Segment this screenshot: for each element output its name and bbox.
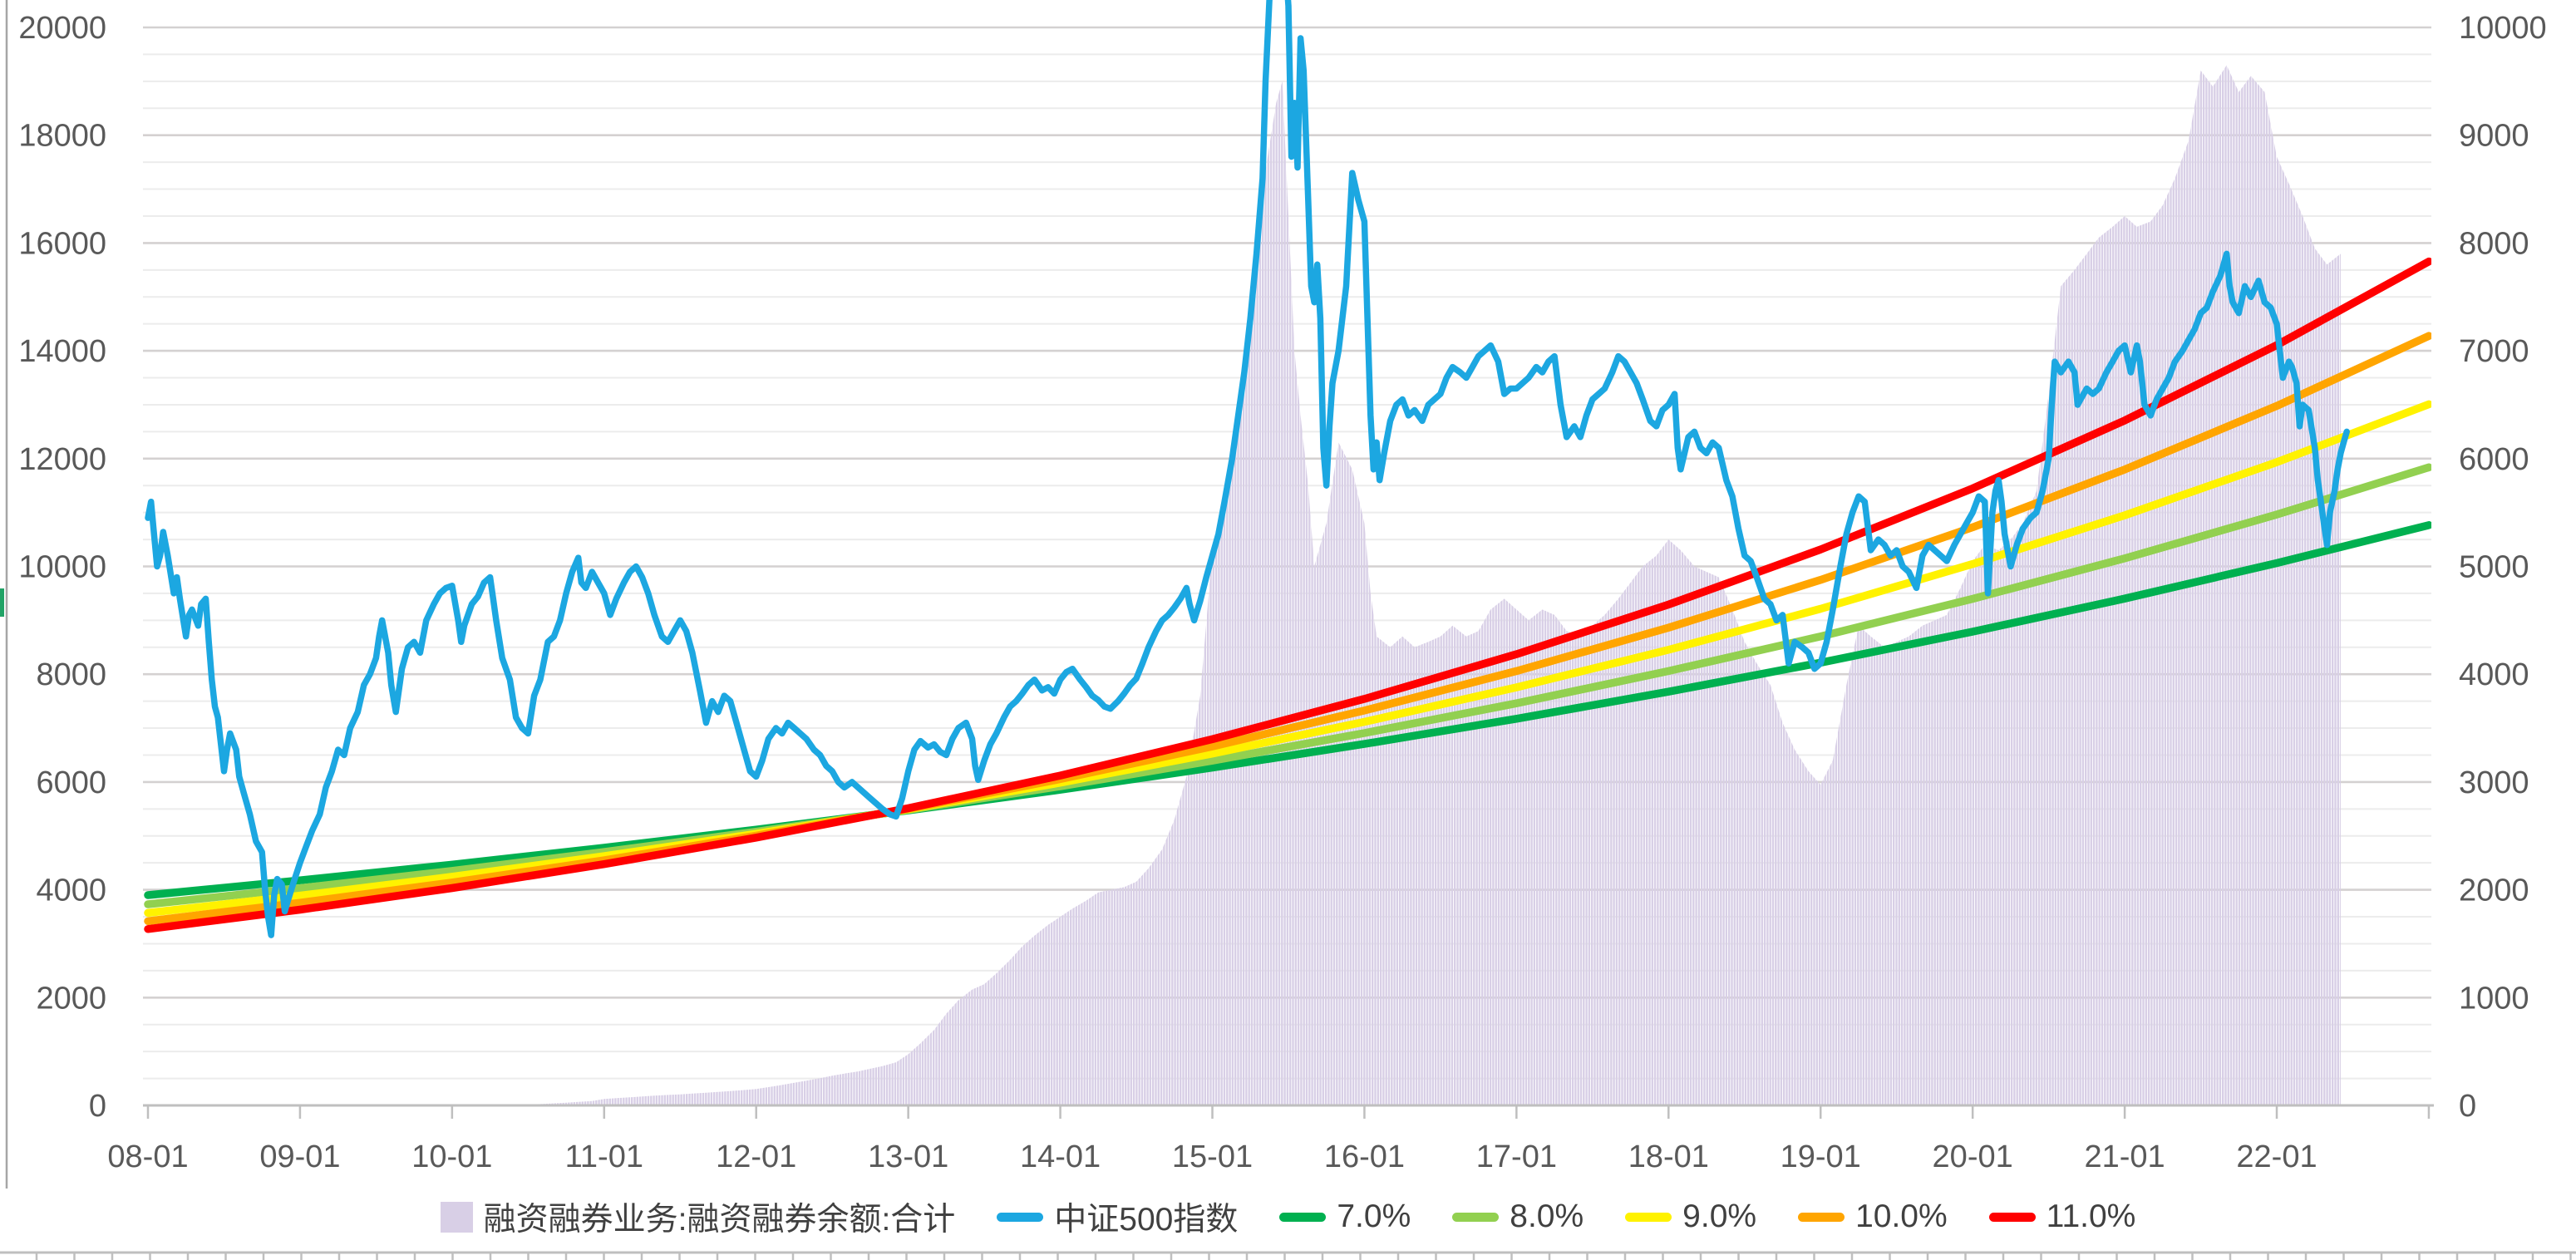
y-right-label: 3000 [2459,765,2529,800]
x-tick-label: 14-01 [1020,1139,1101,1174]
x-tick-label: 12-01 [716,1139,796,1174]
x-axis: 08-01 09-01 10-01 11-01 12-01 13-01 14-01 15-01… [107,1104,2434,1174]
growth-line-10.0% [144,332,2431,926]
legend-item-5: 10.0% [1798,1198,1948,1235]
growth-line-9.0% [144,400,2431,918]
x-tick-label: 20-01 [1933,1139,2013,1174]
legend-line-swatch [1625,1212,1672,1222]
growth-line-8.0% [144,463,2431,908]
legend-label: 中证500指数 [1054,1202,1239,1238]
y-right-label: 4000 [2459,657,2529,692]
y-left-label: 20000 [18,11,106,46]
x-tick-label: 09-01 [259,1139,340,1174]
y-left-label: 8000 [36,657,106,692]
y-right-label: 0 [2459,1089,2476,1124]
x-tick-label: 21-01 [2084,1139,2165,1174]
legend-item-4: 9.0% [1625,1198,1756,1235]
legend-label: 7.0% [1337,1198,1411,1234]
x-tick-label: 22-01 [2236,1139,2317,1174]
y-left-label: 12000 [18,442,106,477]
legend: 融资融券业务:融资融券余额:合计 中证500指数 7.0% 8.0% 9.0% 10.0%… [0,1194,2576,1240]
x-tick-label: 11-01 [565,1139,643,1174]
y-left-label: 10000 [18,550,106,585]
legend-line-swatch [1988,1212,2036,1222]
legend-item-3: 8.0% [1452,1198,1584,1235]
y-right-label: 6000 [2459,442,2529,477]
legend-label: 8.0% [1510,1198,1584,1234]
legend-item-1: 中证500指数 [997,1194,1238,1240]
y-left-label: 16000 [18,226,106,261]
legend-label: 11.0% [2046,1198,2136,1234]
y-right-label: 1000 [2459,981,2529,1016]
x-tick-label: 15-01 [1172,1139,1253,1174]
legend-line-swatch [1452,1212,1500,1222]
y-right-label: 5000 [2459,550,2529,585]
csi500-line [145,0,2350,938]
y-left-label: 14000 [18,334,106,369]
legend-label: 融资融券业务:融资融券余额:合计 [483,1202,956,1238]
y-right-label: 8000 [2459,226,2529,261]
y-left-label: 4000 [36,874,106,908]
growth-line-7.0% [144,521,2431,899]
x-tick-label: 13-01 [868,1139,948,1174]
y-left-label: 0 [89,1089,106,1124]
y-right-label: 2000 [2459,874,2529,908]
y-axis-labels: 0200040006000800010000120001400016000180… [18,11,2546,1124]
x-tick-label: 10-01 [411,1139,492,1174]
legend-item-2: 7.0% [1279,1198,1411,1235]
y-left-label: 2000 [36,981,106,1016]
x-tick-label: 17-01 [1476,1139,1557,1174]
y-left-label: 18000 [18,119,106,154]
legend-label: 10.0% [1855,1198,1948,1234]
margin-balance-area [515,65,2341,1105]
legend-line-swatch [997,1212,1044,1222]
legend-line-swatch [1279,1212,1327,1222]
y-right-label: 10000 [2459,11,2547,46]
legend-label: 9.0% [1682,1198,1757,1234]
y-right-label: 9000 [2459,119,2529,154]
x-tick-label: 19-01 [1781,1139,1861,1174]
x-tick-label: 08-01 [107,1139,188,1174]
series-lines [144,0,2431,938]
y-left-label: 6000 [36,765,106,800]
legend-area-swatch [440,1201,473,1233]
legend-line-swatch [1798,1212,1845,1222]
y-right-label: 7000 [2459,334,2529,369]
x-tick-label: 18-01 [1628,1139,1709,1174]
x-tick-label: 16-01 [1324,1139,1405,1174]
legend-item-0: 融资融券业务:融资融券余额:合计 [440,1194,956,1240]
legend-item-6: 11.0% [1988,1198,2136,1235]
